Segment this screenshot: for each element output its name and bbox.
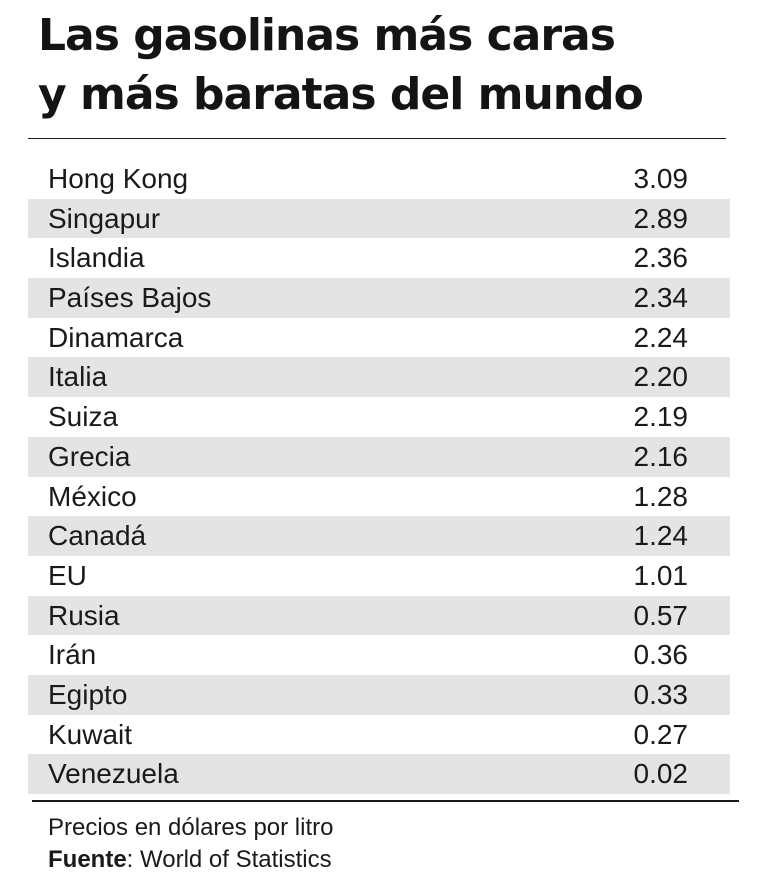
price-value: 2.19 — [633, 401, 689, 433]
country-label: Hong Kong — [48, 163, 189, 194]
table-row: Singapur 2.89 — [28, 198, 730, 239]
country-label: Venezuela — [48, 758, 179, 790]
price-value: 2.16 — [633, 440, 689, 472]
table-row: Rusia 0.57 — [28, 595, 730, 636]
price-value: 3.09 — [633, 163, 689, 194]
table-row: Canadá 1.24 — [28, 516, 730, 556]
top-divider — [28, 138, 726, 139]
country-label: Islandia — [48, 242, 145, 274]
country-label: Irán — [48, 639, 97, 671]
bottom-divider — [32, 800, 739, 802]
table-row: Hong Kong 3.09 — [28, 159, 730, 199]
price-table: Hong Kong 3.09 Singapur 2.89 Islandia 2.36 Paí… — [28, 159, 730, 794]
price-value: 2.34 — [633, 282, 689, 314]
table-row: Egipto 0.33 — [28, 674, 730, 715]
chart-title-line-2: y más baratas del mundo — [38, 69, 644, 120]
table-row: Irán 0.36 — [28, 635, 730, 675]
country-label: Kuwait — [48, 718, 133, 750]
table-row: EU 1.01 — [28, 556, 730, 596]
price-value: 0.27 — [633, 718, 689, 750]
footnote: Precios en dólares por litro Fuente: Wor… — [48, 812, 333, 876]
price-value: 0.33 — [633, 678, 689, 710]
table-row: Países Bajos 2.34 — [28, 278, 730, 318]
price-value: 0.57 — [633, 599, 689, 631]
table-row: Italia 2.20 — [28, 357, 730, 398]
country-label: Rusia — [48, 599, 120, 631]
country-label: EU — [48, 559, 87, 591]
source-text: : World of Statistics — [126, 846, 332, 873]
country-label: Suiza — [48, 401, 119, 433]
price-value: 2.36 — [633, 242, 689, 274]
chart-title-line-1: Las gasolinas más caras — [38, 10, 616, 61]
source-line: Fuente: World of Statistics — [48, 844, 333, 876]
table-row: Kuwait 0.27 — [28, 715, 730, 755]
table-row: Islandia 2.36 — [28, 238, 730, 278]
price-value: 0.36 — [633, 639, 689, 671]
country-label: Italia — [48, 361, 108, 393]
table-row: Dinamarca 2.24 — [28, 318, 730, 358]
country-label: Singapur — [48, 202, 161, 234]
country-label: México — [48, 480, 137, 512]
country-label: Dinamarca — [48, 321, 184, 353]
country-label: Grecia — [48, 440, 131, 472]
country-label: Egipto — [48, 678, 128, 710]
table-row: Venezuela 0.02 — [28, 754, 730, 794]
source-label: Fuente — [48, 846, 127, 873]
table-row: Suiza 2.19 — [28, 397, 730, 437]
price-value: 2.89 — [633, 202, 689, 234]
price-value: 1.24 — [633, 520, 689, 552]
price-value: 1.01 — [633, 559, 689, 591]
price-value: 2.24 — [633, 321, 689, 353]
units-note: Precios en dólares por litro — [48, 814, 334, 841]
price-value: 1.28 — [633, 480, 689, 512]
table-row: México 1.28 — [28, 477, 730, 517]
country-label: Canadá — [48, 520, 147, 552]
price-value: 0.02 — [633, 758, 689, 790]
table-row: Grecia 2.16 — [28, 436, 730, 477]
country-label: Países Bajos — [48, 282, 212, 314]
price-value: 2.20 — [633, 361, 689, 393]
chart-title: Las gasolinas más caras y más baratas de… — [38, 6, 644, 124]
